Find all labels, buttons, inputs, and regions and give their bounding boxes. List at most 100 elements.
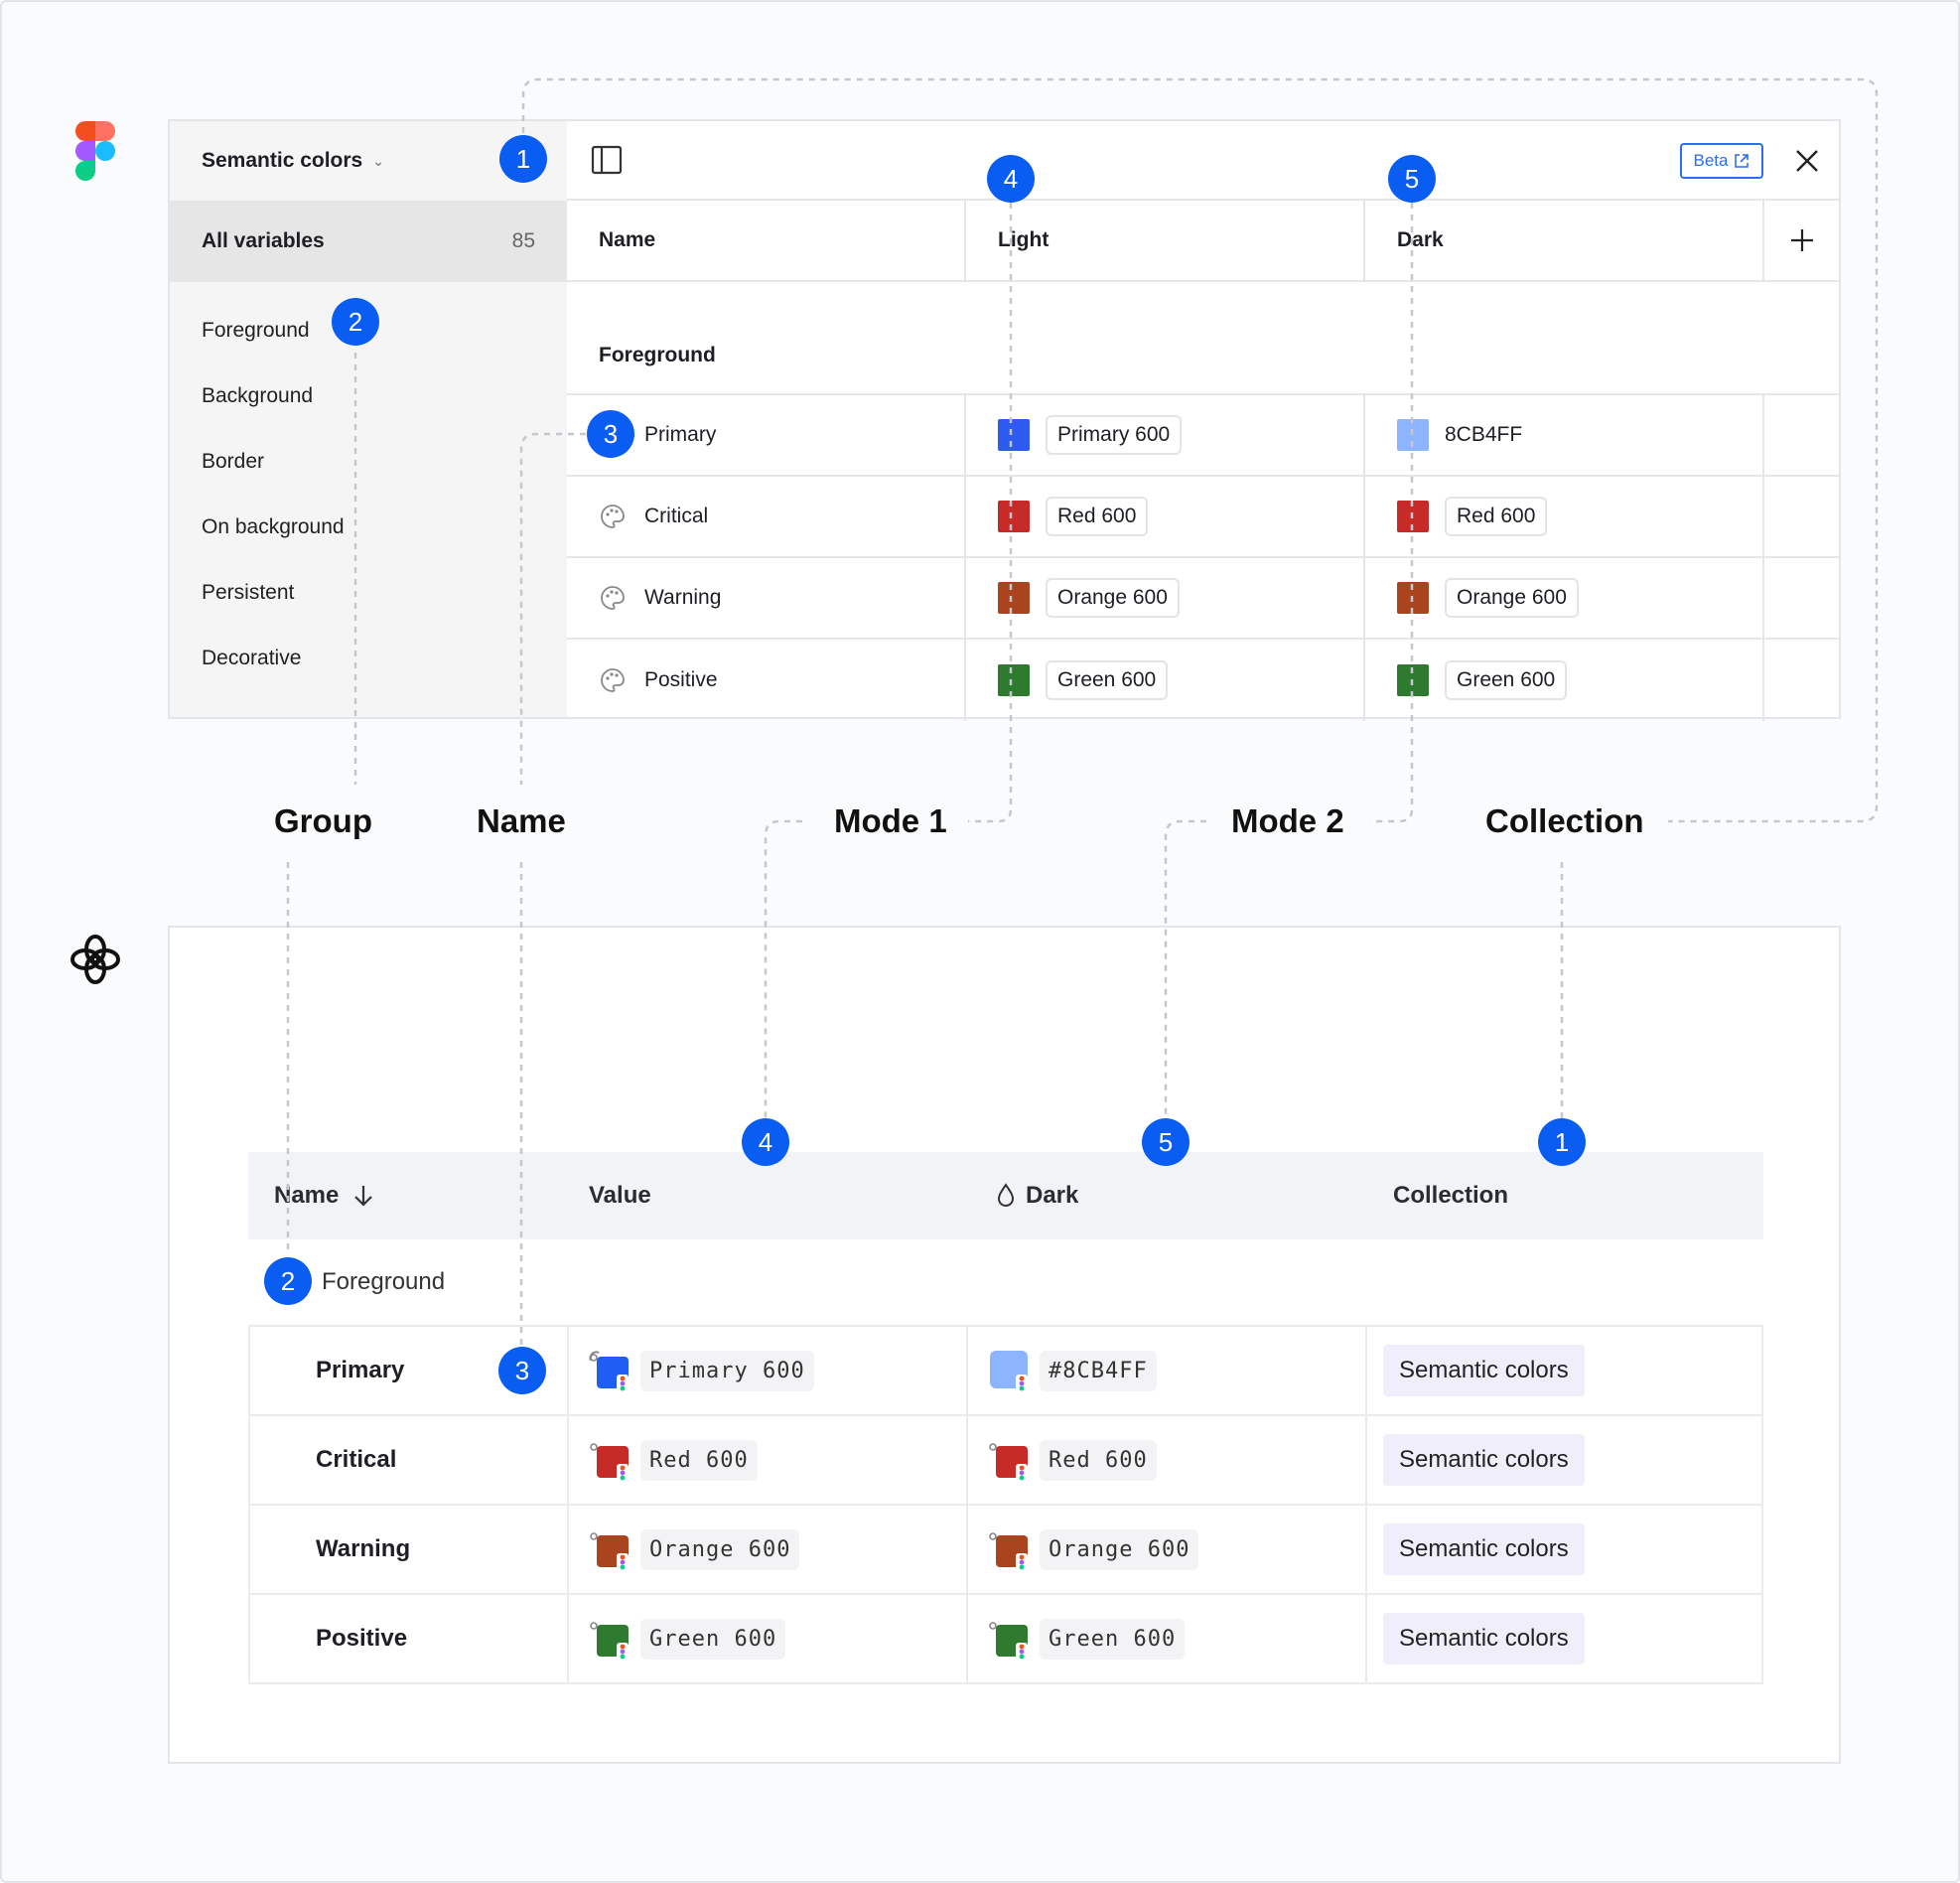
collection-tag[interactable]: Semantic colors — [1383, 1613, 1585, 1665]
linked-token-icon — [590, 1443, 629, 1481]
table-row[interactable]: Critical Red 600 Red 600 Semantic colors — [248, 1416, 1763, 1506]
color-swatch — [1397, 501, 1429, 532]
close-icon[interactable] — [1793, 147, 1821, 175]
variable-name: Warning — [644, 586, 722, 609]
alias-value[interactable]: Orange 600 — [1046, 578, 1180, 618]
token-group-row[interactable]: Foreground — [248, 1239, 1763, 1327]
variable-name: Primary — [644, 423, 717, 446]
annotation-label-mode2: Mode 2 — [1231, 802, 1344, 839]
table-row[interactable]: Primary Primary 600 #8CB4FF Semantic col… — [248, 1327, 1763, 1416]
palette-icon — [601, 586, 625, 610]
color-swatch — [998, 664, 1030, 696]
linked-token-icon — [989, 1532, 1028, 1570]
supernova-panel: Name Value Dark Collection Foreground Pr… — [168, 926, 1841, 1764]
annotation-badge-1: 1 — [1538, 1118, 1586, 1166]
supernova-logo-icon — [70, 935, 120, 984]
annotation-label-mode1: Mode 1 — [834, 802, 947, 839]
linked-token-icon — [589, 1351, 629, 1391]
annotation-label-collection: Collection — [1485, 802, 1644, 839]
annotation-badge-2: 2 — [264, 1257, 312, 1305]
alias-value[interactable]: Green 600 — [1046, 660, 1169, 700]
sort-down-icon — [354, 1186, 373, 1207]
group-item-persistent[interactable]: Persistent — [202, 581, 295, 604]
table-row[interactable]: Warning Orange 600 Orange 600 Semantic c… — [248, 1506, 1763, 1595]
color-swatch — [998, 501, 1030, 532]
token-value[interactable]: Primary 600 — [640, 1350, 814, 1391]
linked-token-icon — [590, 1622, 629, 1660]
annotation-label-group: Group — [274, 802, 372, 839]
annotation-badge-4: 4 — [742, 1118, 789, 1166]
token-name: Critical — [248, 1416, 569, 1504]
figma-variables-panel: Semantic colors ⌄ All variables 85 Foreg… — [168, 119, 1841, 721]
table-row[interactable]: Positive Green 600 Green 600 Semantic co… — [248, 1595, 1763, 1684]
chevron-down-icon: ⌄ — [372, 152, 384, 169]
hex-value[interactable]: 8CB4FF — [1445, 423, 1523, 446]
token-value[interactable]: Orange 600 — [640, 1528, 800, 1570]
token-group-name: Foreground — [322, 1268, 446, 1295]
token-name: Primary — [248, 1327, 569, 1414]
alias-value[interactable]: Green 600 — [1445, 660, 1568, 700]
color-swatch — [1397, 419, 1429, 451]
token-value[interactable]: Red 600 — [640, 1439, 758, 1481]
token-name: Warning — [248, 1506, 569, 1593]
alias-value[interactable]: Red 600 — [1445, 497, 1548, 536]
group-item-foreground[interactable]: Foreground — [202, 319, 310, 342]
token-dark-value[interactable]: Green 600 — [1040, 1618, 1186, 1660]
token-dark-value[interactable]: #8CB4FF — [1040, 1350, 1157, 1391]
token-dark-value[interactable]: Orange 600 — [1040, 1528, 1199, 1570]
palette-icon — [601, 505, 625, 528]
figma-logo-icon — [75, 121, 115, 181]
alias-value[interactable]: Primary 600 — [1046, 415, 1183, 455]
linked-token-icon — [989, 1622, 1028, 1660]
column-name-label: Name — [274, 1182, 340, 1209]
variable-name: Positive — [644, 668, 718, 691]
table-row[interactable]: Primary Primary 600 8CB4FF — [567, 395, 1839, 477]
annotation-badge-2: 2 — [332, 298, 379, 346]
linked-token-icon — [590, 1532, 629, 1570]
color-swatch — [1397, 582, 1429, 614]
column-header-light[interactable]: Light — [966, 201, 1365, 280]
column-header-name: Name — [567, 201, 966, 280]
table-row[interactable]: Warning Orange 600 Orange 600 — [567, 558, 1839, 640]
tokens-table: Name Value Dark Collection Foreground Pr… — [248, 1152, 1763, 1684]
color-swatch — [998, 582, 1030, 614]
collection-title: Semantic colors — [202, 149, 363, 172]
color-swatch — [998, 419, 1030, 451]
column-header-dark[interactable]: Dark — [1365, 201, 1764, 280]
collection-tag[interactable]: Semantic colors — [1383, 1434, 1585, 1486]
variables-table: Beta Name Light Dark Foreground Primary … — [567, 121, 1839, 721]
group-item-decorative[interactable]: Decorative — [202, 647, 302, 669]
token-dark-value[interactable]: Red 600 — [1040, 1439, 1157, 1481]
alias-value[interactable]: Orange 600 — [1445, 578, 1579, 618]
column-header-name[interactable]: Name — [248, 1182, 569, 1210]
column-dark-label: Dark — [1026, 1182, 1079, 1209]
alias-value[interactable]: Red 600 — [1046, 497, 1149, 536]
linked-token-icon — [989, 1443, 1028, 1481]
all-variables-label: All variables — [202, 229, 325, 252]
droplet-icon — [997, 1183, 1015, 1207]
group-item-border[interactable]: Border — [202, 450, 265, 473]
token-value[interactable]: Green 600 — [640, 1618, 786, 1660]
sidebar-toggle-icon[interactable] — [591, 145, 623, 175]
group-item-background[interactable]: Background — [202, 384, 314, 407]
all-variables-item[interactable]: All variables 85 — [170, 201, 567, 282]
collection-tag[interactable]: Semantic colors — [1383, 1523, 1585, 1575]
table-row[interactable]: Positive Green 600 Green 600 — [567, 640, 1839, 721]
tokens-table-header: Name Value Dark Collection — [248, 1152, 1763, 1239]
variable-name: Critical — [644, 505, 709, 527]
color-token-icon — [990, 1351, 1028, 1391]
collection-tag[interactable]: Semantic colors — [1383, 1345, 1585, 1396]
column-header-collection: Collection — [1393, 1182, 1509, 1209]
beta-badge[interactable]: Beta — [1680, 143, 1763, 179]
annotation-badge-3: 3 — [587, 410, 634, 458]
table-row[interactable]: Critical Red 600 Red 600 — [567, 477, 1839, 558]
external-link-icon — [1735, 154, 1750, 168]
table-header: Name Light Dark — [567, 201, 1839, 282]
collection-sidebar: Semantic colors ⌄ All variables 85 Foreg… — [170, 121, 567, 717]
plus-icon — [1790, 229, 1813, 251]
annotation-badge-3: 3 — [498, 1347, 546, 1394]
add-mode-button[interactable] — [1764, 201, 1839, 280]
variable-rows: Primary Primary 600 8CB4FF Critical Red … — [567, 395, 1839, 721]
group-item-on-background[interactable]: On background — [202, 515, 345, 538]
